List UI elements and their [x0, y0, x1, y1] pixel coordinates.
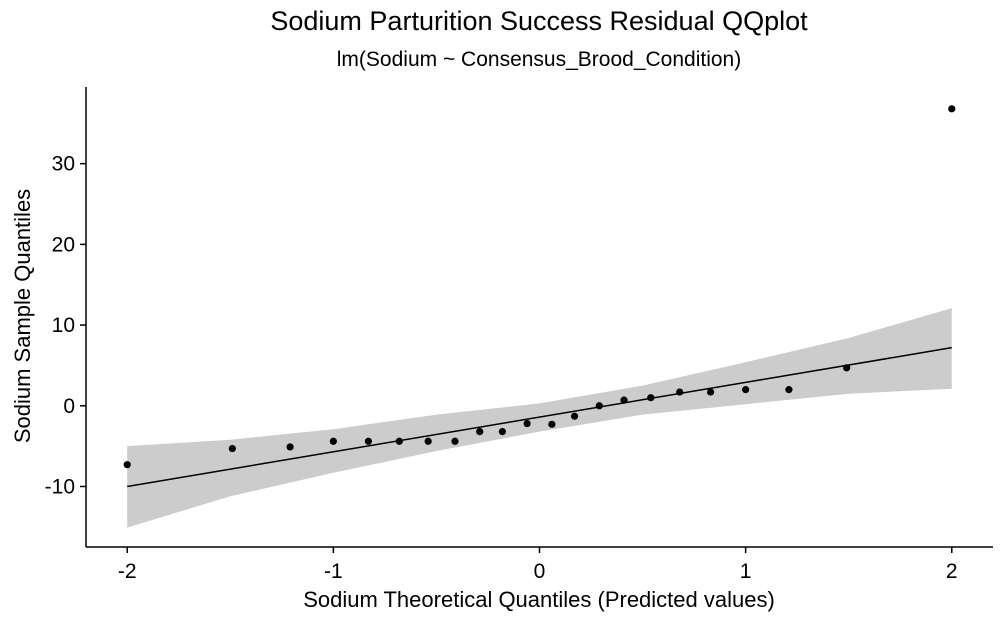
y-tick-label: -10 [45, 475, 75, 498]
data-point [498, 427, 506, 436]
x-tick-label: 1 [740, 560, 752, 583]
data-point [843, 364, 851, 372]
chart-subtitle: lm(Sodium ~ Consensus_Brood_Condition) [336, 48, 742, 71]
data-point [785, 386, 793, 394]
confidence-band [127, 308, 952, 528]
x-tick-label: -2 [118, 560, 137, 583]
x-tick-label: 0 [534, 560, 546, 583]
x-tick-label: 2 [946, 560, 958, 583]
data-point [647, 394, 655, 402]
data-point [706, 388, 715, 396]
reference-line [127, 346, 952, 488]
data-point [476, 427, 484, 436]
data-point [742, 386, 750, 394]
x-tick-label: -1 [324, 560, 343, 583]
chart-title: Sodium Parturition Success Residual QQpl… [270, 6, 808, 36]
data-point [523, 419, 531, 428]
data-point [228, 444, 236, 453]
data-point [395, 437, 403, 445]
data-point [424, 437, 432, 445]
data-point [570, 412, 579, 420]
data-point [620, 396, 628, 404]
x-axis-title: Sodium Theoretical Quantiles (Predicted … [303, 587, 775, 612]
data-point [548, 420, 556, 428]
data-point [451, 437, 459, 445]
data-point [286, 443, 294, 451]
y-tick-label: 10 [52, 314, 75, 337]
data-point [364, 437, 373, 445]
y-tick-label: 30 [52, 153, 75, 176]
data-point [676, 388, 684, 396]
y-tick-label: 20 [52, 233, 75, 256]
y-axis-title: Sodium Sample Quantiles [10, 189, 35, 443]
data-point [123, 461, 131, 469]
data-point [595, 402, 603, 410]
data-point [948, 105, 956, 113]
y-tick-label: 0 [63, 395, 75, 418]
data-point [329, 437, 337, 445]
